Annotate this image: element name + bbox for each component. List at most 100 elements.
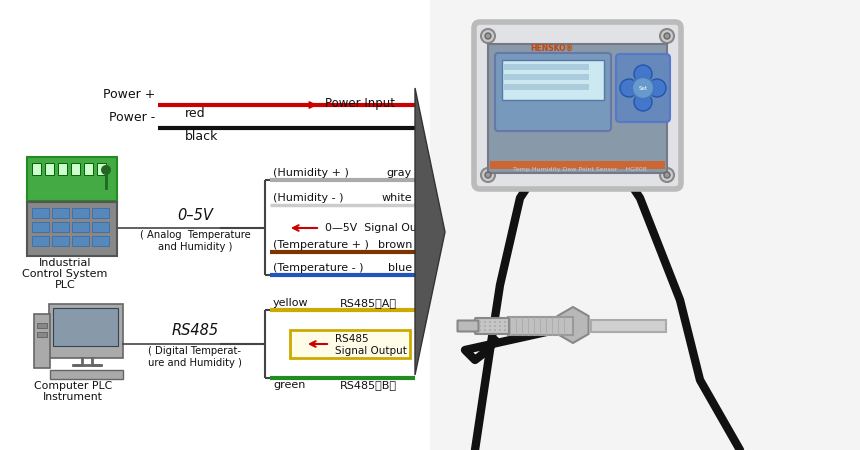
Circle shape [504, 321, 506, 323]
Circle shape [489, 321, 491, 323]
FancyBboxPatch shape [27, 202, 117, 256]
Bar [72, 222, 89, 232]
Circle shape [634, 65, 652, 83]
Circle shape [494, 325, 496, 327]
Bar [52, 208, 69, 218]
Circle shape [504, 325, 506, 327]
Text: Power -: Power - [108, 111, 155, 124]
Bar [37, 332, 47, 337]
Text: 0—5V  Signal Output: 0—5V Signal Output [325, 223, 439, 233]
Circle shape [634, 93, 652, 111]
Circle shape [489, 325, 491, 327]
Bar [92, 236, 109, 246]
Circle shape [489, 329, 491, 331]
Bar [32, 208, 49, 218]
Bar [53, 308, 118, 346]
Text: red: red [185, 107, 206, 120]
Circle shape [481, 29, 495, 43]
Text: ure and Humidity ): ure and Humidity ) [148, 358, 242, 368]
Circle shape [485, 172, 491, 178]
FancyBboxPatch shape [290, 330, 410, 358]
Circle shape [479, 329, 481, 331]
Circle shape [484, 321, 486, 323]
Bar [430, 0, 860, 450]
Circle shape [499, 325, 501, 327]
Circle shape [484, 329, 486, 331]
Bar [71, 163, 80, 175]
FancyBboxPatch shape [34, 314, 50, 368]
Bar [490, 161, 665, 169]
Circle shape [484, 325, 486, 327]
Circle shape [485, 33, 491, 39]
Circle shape [481, 168, 495, 182]
Circle shape [648, 79, 666, 97]
FancyBboxPatch shape [474, 22, 681, 189]
Circle shape [660, 168, 674, 182]
Circle shape [101, 165, 111, 175]
Text: Temp Humidity Dew Point Sensor    HG808: Temp Humidity Dew Point Sensor HG808 [513, 166, 647, 171]
Text: blue: blue [388, 263, 412, 273]
Text: (Humidity - ): (Humidity - ) [273, 193, 343, 203]
Circle shape [499, 321, 501, 323]
Text: Instrument: Instrument [43, 392, 103, 402]
Circle shape [660, 29, 674, 43]
Text: ( Analog  Temperature: ( Analog Temperature [139, 230, 250, 240]
Text: RS485（A）: RS485（A） [340, 298, 397, 308]
Circle shape [620, 79, 638, 97]
Text: Signal Output: Signal Output [335, 346, 407, 356]
FancyBboxPatch shape [49, 304, 123, 358]
Circle shape [479, 321, 481, 323]
Circle shape [664, 33, 670, 39]
Text: RS485: RS485 [171, 323, 218, 338]
Text: Computer PLC: Computer PLC [34, 381, 112, 391]
Circle shape [494, 329, 496, 331]
Bar [504, 84, 589, 90]
Bar [504, 64, 589, 70]
Text: yellow: yellow [273, 298, 309, 308]
Bar [32, 163, 41, 175]
Circle shape [479, 325, 481, 327]
Text: and Humidity ): and Humidity ) [158, 243, 232, 252]
FancyBboxPatch shape [27, 157, 117, 201]
Circle shape [664, 172, 670, 178]
Text: Power Input: Power Input [325, 98, 395, 111]
Text: gray: gray [387, 168, 412, 178]
Circle shape [494, 321, 496, 323]
FancyBboxPatch shape [488, 44, 667, 173]
Circle shape [499, 329, 501, 331]
Text: (Humidity + ): (Humidity + ) [273, 168, 349, 178]
Text: ( Digital Temperat-: ( Digital Temperat- [149, 346, 242, 356]
Text: RS485（B）: RS485（B） [340, 380, 397, 390]
Bar [92, 222, 109, 232]
Bar [84, 163, 93, 175]
Text: black: black [185, 130, 218, 143]
Text: PLC: PLC [55, 280, 76, 290]
Polygon shape [415, 88, 445, 375]
Text: Power +: Power + [102, 88, 155, 101]
Bar [52, 222, 69, 232]
Circle shape [504, 329, 506, 331]
FancyBboxPatch shape [458, 320, 478, 332]
Circle shape [632, 77, 654, 99]
FancyBboxPatch shape [50, 369, 122, 378]
Text: white: white [381, 193, 412, 203]
Bar [32, 236, 49, 246]
Text: Industrial: Industrial [39, 258, 91, 268]
Text: (Temperature - ): (Temperature - ) [273, 263, 364, 273]
Bar [97, 163, 106, 175]
Text: green: green [273, 380, 305, 390]
Bar [72, 236, 89, 246]
Text: brown: brown [378, 240, 412, 250]
Bar [72, 208, 89, 218]
FancyBboxPatch shape [495, 53, 611, 131]
Text: Control System: Control System [22, 269, 108, 279]
Polygon shape [557, 307, 588, 343]
Text: RS485: RS485 [335, 334, 369, 344]
Bar [37, 323, 47, 328]
Text: Set: Set [638, 86, 648, 90]
FancyBboxPatch shape [475, 318, 509, 334]
Bar [504, 74, 589, 80]
Bar [58, 163, 67, 175]
Text: (Temperature + ): (Temperature + ) [273, 240, 369, 250]
Bar [502, 60, 604, 100]
